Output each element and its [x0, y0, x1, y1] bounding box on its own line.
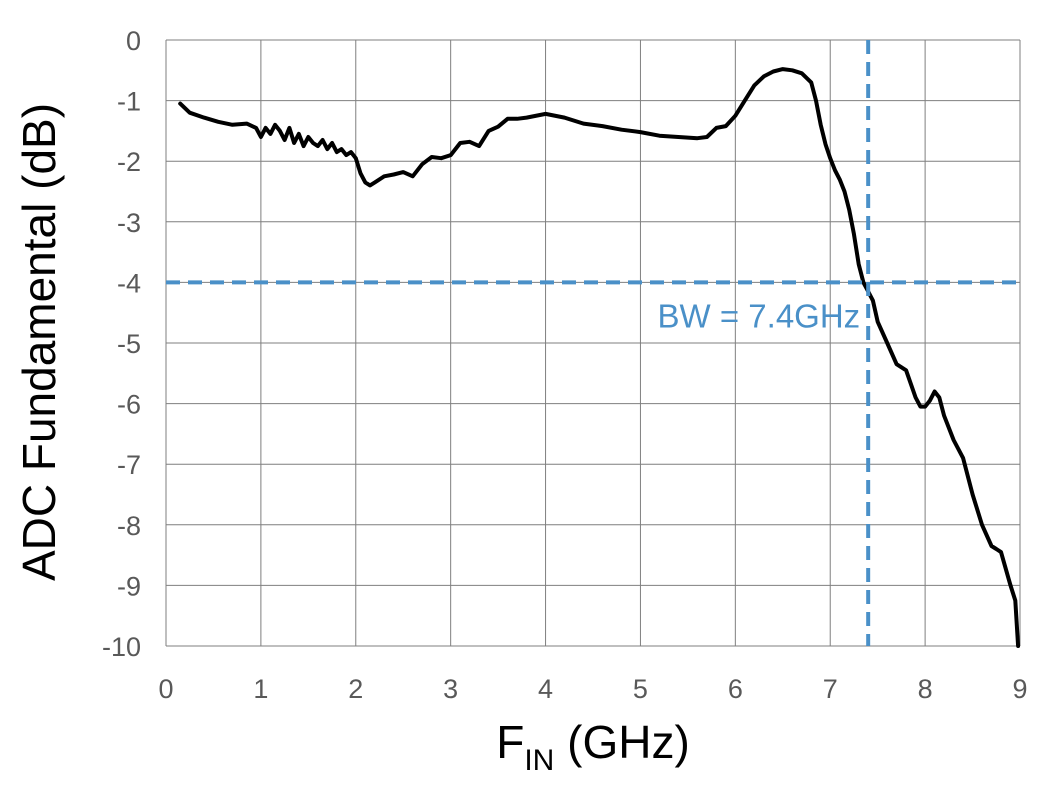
y-tick-label: 0: [126, 26, 141, 56]
x-axis-title-subscript: IN: [524, 744, 554, 777]
x-axis-title-unit: (GHz): [554, 716, 689, 768]
y-tick-label: -6: [117, 390, 141, 420]
y-tick-labels: 0 -1 -2 -3 -4 -5 -6 -7 -8 -9 -10: [102, 26, 141, 662]
x-tick-label: 3: [443, 674, 458, 704]
y-tick-label: -4: [117, 268, 141, 298]
x-tick-label: 2: [348, 674, 363, 704]
x-tick-label: 8: [918, 674, 933, 704]
y-tick-label: -3: [117, 208, 141, 238]
annotation-group: BW = 7.4GHz: [166, 40, 1020, 646]
y-tick-label: -2: [117, 147, 141, 177]
x-axis-title: FIN (GHz): [496, 716, 690, 777]
x-tick-label: 1: [253, 674, 268, 704]
y-tick-label: -8: [117, 511, 141, 541]
y-tick-label: -1: [117, 87, 141, 117]
y-tick-label: -5: [117, 329, 141, 359]
x-tick-labels: 0 1 2 3 4 5 6 7 8 9: [158, 674, 1027, 704]
series-group: [178, 67, 1021, 648]
x-tick-label: 7: [823, 674, 838, 704]
x-tick-label: 4: [538, 674, 553, 704]
x-tick-label: 5: [633, 674, 648, 704]
x-tick-label: 0: [158, 674, 173, 704]
x-tick-label: 6: [728, 674, 743, 704]
x-tick-label: 9: [1012, 674, 1027, 704]
y-tick-label: -7: [117, 450, 141, 480]
y-axis-title: ADC Fundamental (dB): [13, 103, 65, 581]
series-line: [178, 67, 1021, 648]
x-axis-title-main: F: [496, 716, 524, 768]
y-tick-label: -9: [117, 571, 141, 601]
y-tick-label: -10: [102, 632, 141, 662]
bandwidth-label: BW = 7.4GHz: [658, 297, 861, 334]
